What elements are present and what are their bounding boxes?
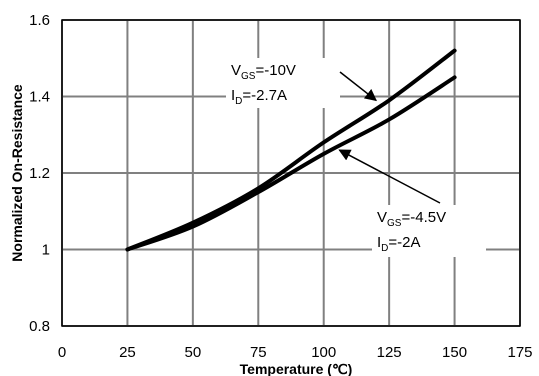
x-tick-label: 175 <box>507 344 532 361</box>
y-tick-label: 1.4 <box>29 89 50 106</box>
y-tick-label: 0.8 <box>29 318 50 335</box>
x-tick-label: 125 <box>377 344 402 361</box>
annotations: VGS=-10V ID=-2.7A VGS=-4.5V ID=-2A <box>226 58 486 257</box>
annotation-box <box>372 205 486 257</box>
x-tick-labels: 0 25 50 75 100 125 150 175 <box>58 344 533 361</box>
y-tick-label: 1.6 <box>29 12 50 29</box>
y-axis-label: Normalized On-Resistance <box>9 84 25 262</box>
y-tick-label: 1.2 <box>29 165 50 182</box>
y-tick-labels: 0.8 1 1.2 1.4 1.6 <box>29 12 50 335</box>
series-group <box>125 48 457 252</box>
y-tick-label: 1 <box>42 242 50 259</box>
x-tick-label: 0 <box>58 344 66 361</box>
series-line-2 <box>125 75 457 252</box>
annotation-label: ID=-2A <box>377 234 421 254</box>
annotation-arrow <box>339 71 378 102</box>
annotation-label: VGS=-10V <box>231 62 296 82</box>
annotation-label: VGS=-4.5V <box>377 209 446 229</box>
x-axis-label: Temperature (℃) <box>240 361 353 376</box>
x-tick-label: 150 <box>442 344 467 361</box>
annotation-arrow <box>338 149 441 204</box>
x-tick-label: 75 <box>250 344 267 361</box>
annotation-label: ID=-2.7A <box>231 87 287 107</box>
annotation-box <box>226 58 340 108</box>
plot-frame <box>61 19 521 327</box>
series-line-1 <box>125 48 457 252</box>
x-tick-label: 100 <box>311 344 336 361</box>
x-tick-label: 25 <box>119 344 136 361</box>
x-tick-label: 50 <box>185 344 202 361</box>
